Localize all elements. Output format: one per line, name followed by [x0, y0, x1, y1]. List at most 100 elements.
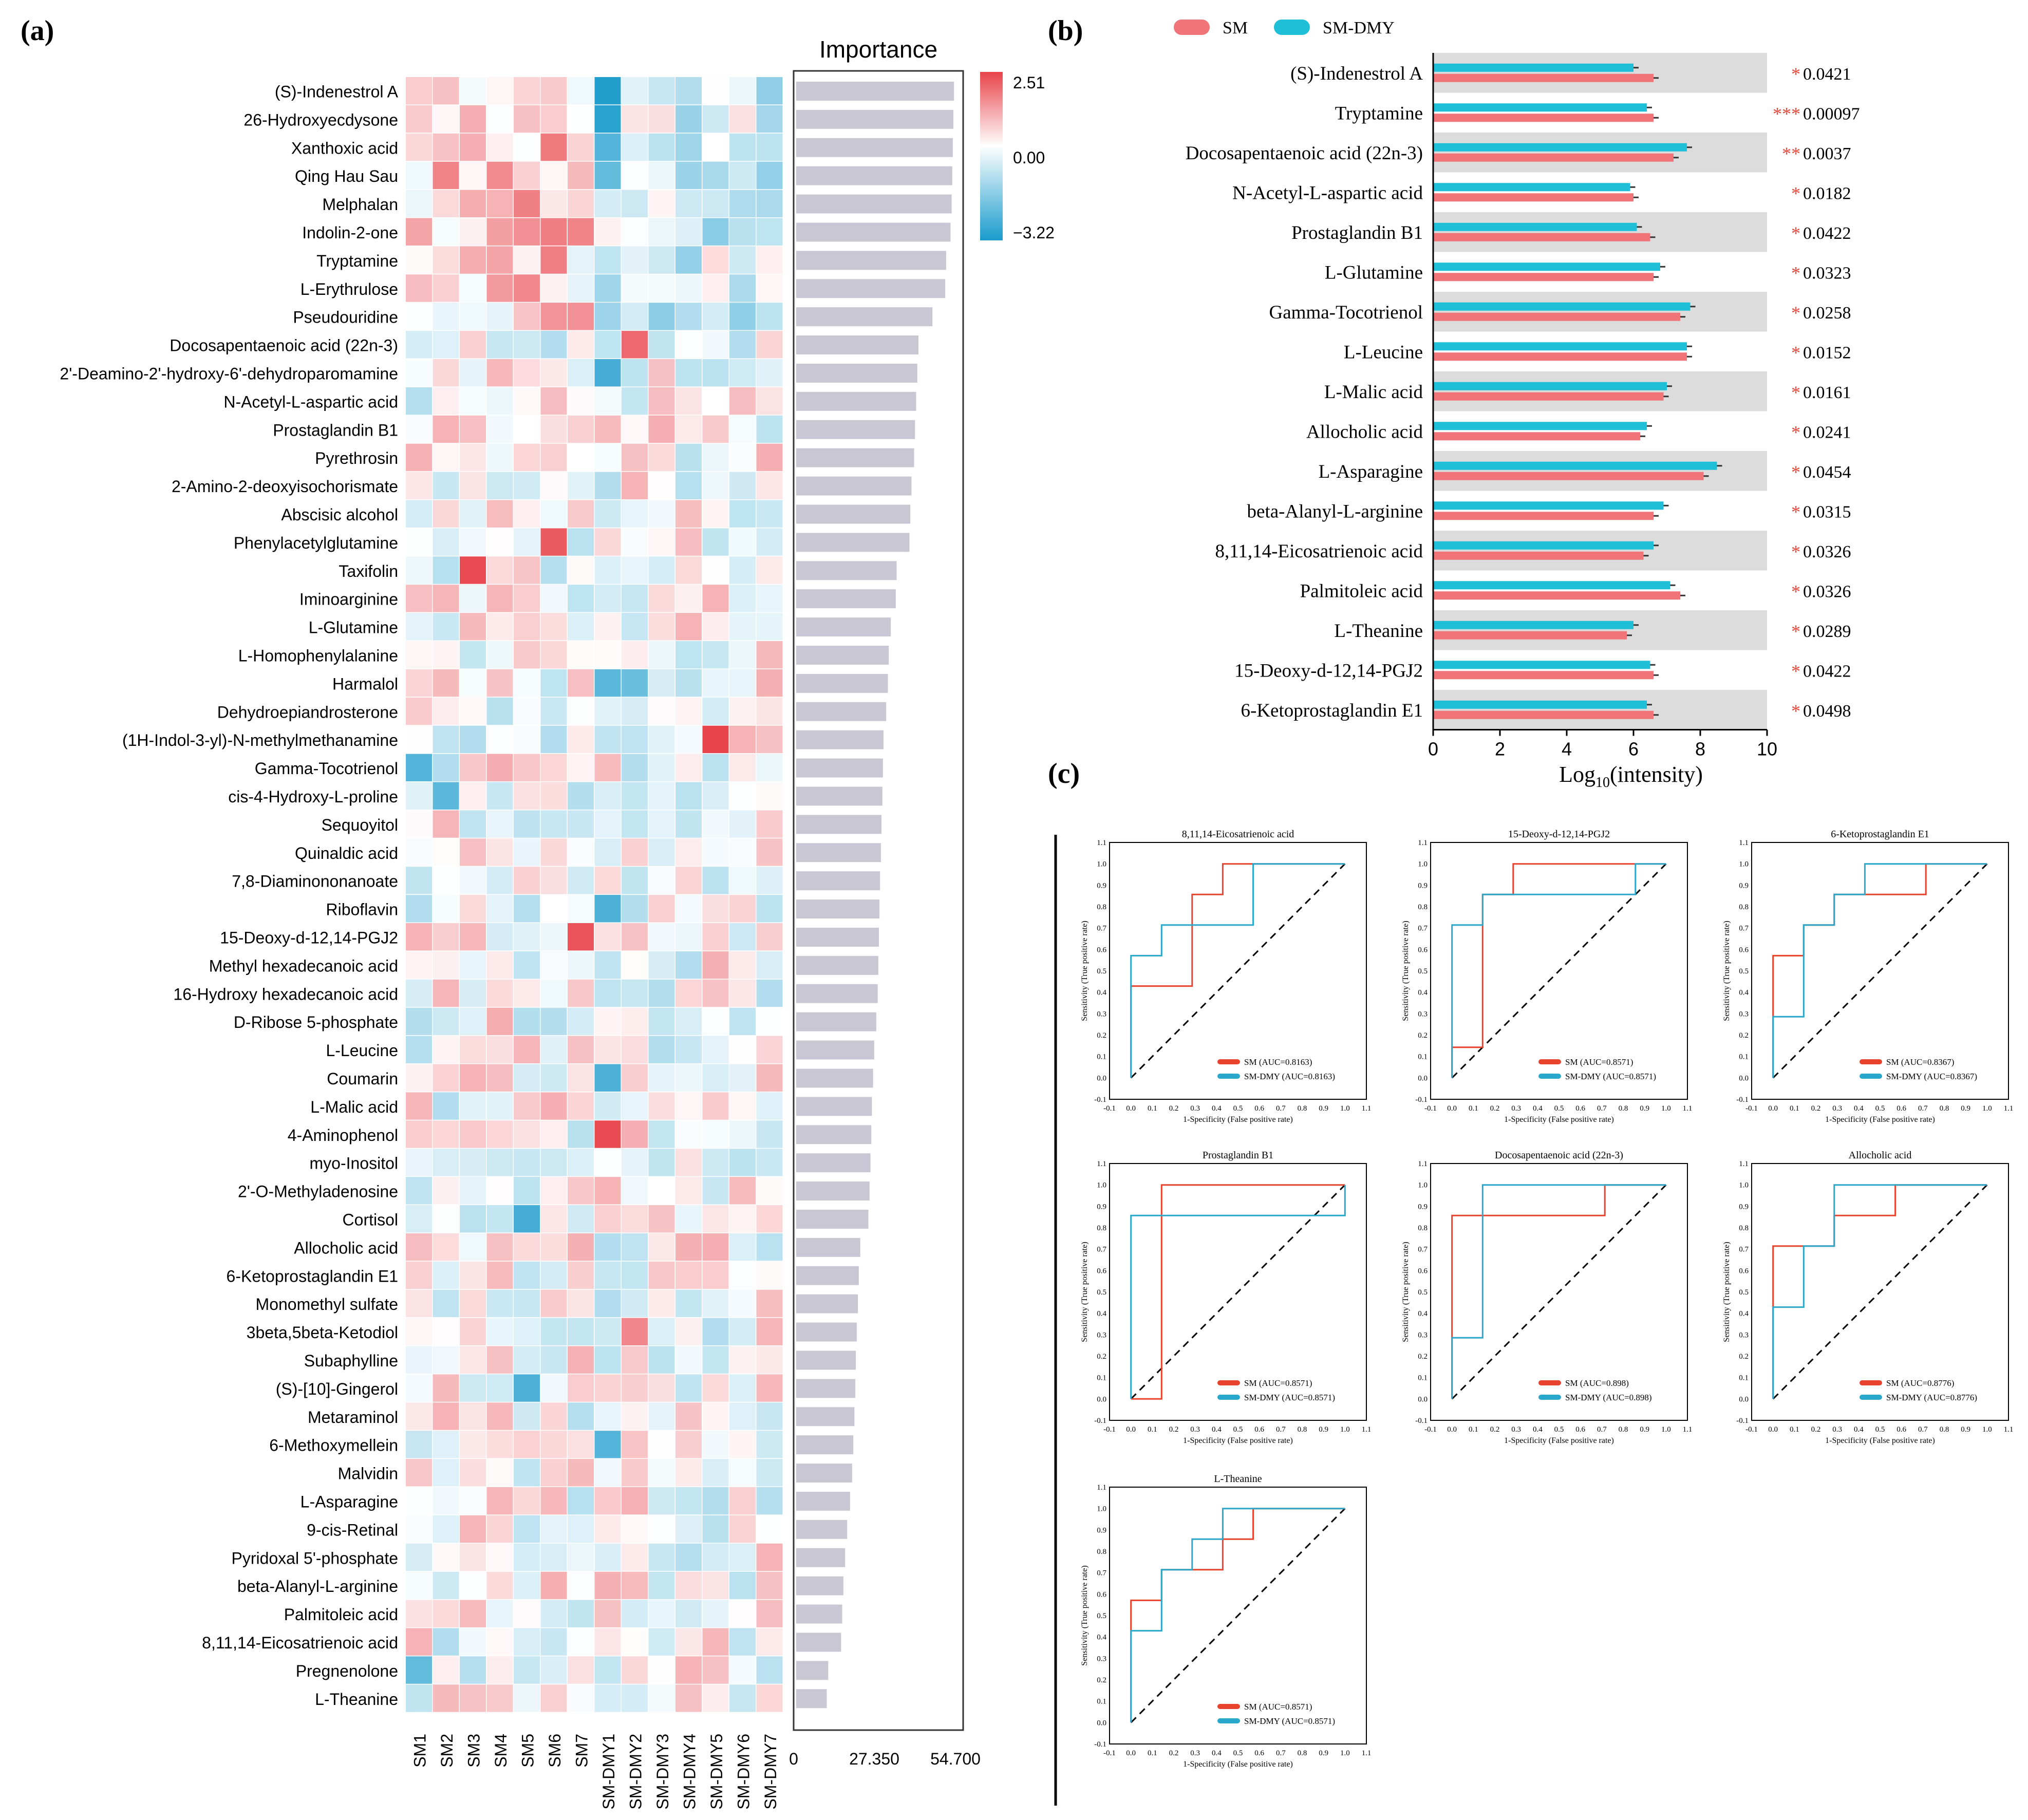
roc-y-tick-label: 0.1 — [1739, 1374, 1749, 1382]
importance-bar — [796, 194, 952, 214]
roc-panel: 6-Ketoprostaglandin E1 -0.1-0.1 0.0 0.0 0.1 0… — [1722, 829, 2013, 1124]
roc-frame — [1751, 1163, 2009, 1421]
roc-y-label: Sensitivity (True positive rate) — [1722, 921, 1731, 1021]
roc-y-tick-label: -0.1 — [1415, 1096, 1428, 1104]
heatmap-cell — [594, 472, 621, 499]
heatmap-cell — [406, 1092, 432, 1120]
heatmap-cell — [756, 1064, 783, 1092]
heatmap-cell — [756, 443, 783, 472]
roc-y-tick-label: 0.5 — [1097, 1612, 1106, 1620]
importance-bar — [796, 1407, 855, 1427]
roc-curve-sm-dmy — [1130, 1185, 1346, 1399]
heatmap-cell — [514, 1543, 540, 1571]
legend-label-sm-dmy: SM-DMY — [1323, 18, 1395, 37]
heatmap-cell — [594, 1600, 621, 1627]
heatmap-cell — [675, 1205, 702, 1233]
heatmap-cell — [568, 1431, 594, 1458]
roc-legend-sm-dmy: SM-DMY (AUC=0.8571) — [1244, 1393, 1335, 1402]
heatmap-cell — [460, 500, 486, 528]
heatmap-cell — [486, 1515, 513, 1543]
roc-frame — [1430, 1163, 1688, 1421]
roc-x-tick-label: 0.1 — [1148, 1749, 1157, 1757]
heatmap-cell — [486, 838, 513, 866]
heatmap-cell — [568, 1374, 594, 1402]
importance-bar — [796, 1040, 874, 1060]
heatmap-cell — [729, 979, 756, 1007]
heatmap-cell — [433, 1628, 459, 1656]
heatmap-cell — [594, 1402, 621, 1430]
heatmap-cell — [729, 161, 756, 190]
importance-bar — [796, 1153, 871, 1173]
heatmap-cell — [540, 1064, 567, 1092]
heatmap-cell — [675, 528, 702, 556]
heatmap-row-label: 6-Methoxymellein — [269, 1436, 398, 1455]
heatmap-cell — [406, 556, 432, 584]
heatmap-cell — [622, 218, 648, 246]
heatmap-cell — [729, 1402, 756, 1430]
significance-marker: * — [1791, 422, 1800, 442]
heatmap-cell — [406, 161, 432, 190]
roc-legend-swatch-sm-dmy — [1217, 1395, 1240, 1400]
heatmap-cell — [756, 641, 783, 669]
heatmap-cell — [648, 387, 675, 415]
roc-x-tick-label: 0.6 — [1896, 1104, 1906, 1113]
heatmap-cell — [756, 415, 783, 443]
heatmap-cell — [540, 161, 567, 190]
heatmap-cell — [594, 161, 621, 190]
heatmap-cell — [406, 443, 432, 472]
roc-legend-sm-dmy: SM-DMY (AUC=0.8776) — [1886, 1393, 1977, 1402]
heatmap-cell — [648, 274, 675, 302]
bar-category-label: L-Glutamine — [1325, 262, 1423, 283]
heatmap-cell — [460, 1543, 486, 1571]
p-value-label: 0.00097 — [1803, 104, 1860, 123]
bar-sm — [1433, 671, 1654, 680]
heatmap-cell — [594, 1487, 621, 1515]
heatmap-row-label: Coumarin — [327, 1070, 398, 1088]
heatmap-cell — [540, 951, 567, 979]
importance-bar — [796, 138, 953, 157]
heatmap-cell — [594, 1205, 621, 1233]
roc-x-tick-label: 0.7 — [1276, 1104, 1286, 1113]
heatmap-cell — [460, 1571, 486, 1600]
heatmap-cell — [486, 810, 513, 838]
heatmap-cell — [514, 810, 540, 838]
importance-bar — [796, 1604, 842, 1624]
roc-legend-sm: SM (AUC=0.8367) — [1886, 1057, 1954, 1067]
heatmap-cell — [406, 387, 432, 415]
heatmap-cell — [594, 1261, 621, 1289]
heatmap-row-label: 16-Hydroxy hexadecanoic acid — [173, 985, 398, 1003]
heatmap-cell — [486, 1205, 513, 1233]
bar-band — [1433, 53, 1767, 93]
roc-title: 15-Deoxy-d-12,14-PGJ2 — [1508, 829, 1610, 840]
heatmap-cell — [486, 1459, 513, 1487]
heatmap-cell — [702, 1628, 729, 1656]
heatmap-cell — [648, 782, 675, 810]
heatmap-cell — [729, 1600, 756, 1627]
importance-bar — [796, 1576, 843, 1596]
heatmap-cell — [594, 1120, 621, 1148]
heatmap-cell — [594, 500, 621, 528]
heatmap-cell — [622, 951, 648, 979]
heatmap-cell — [622, 331, 648, 359]
panel-label-a: (a) — [21, 15, 54, 47]
heatmap-cell — [675, 585, 702, 612]
heatmap-cell — [514, 133, 540, 161]
heatmap-cell — [486, 387, 513, 415]
heatmap-cell — [433, 1177, 459, 1205]
bar-sm-dmy — [1433, 342, 1687, 351]
heatmap-cell — [622, 585, 648, 612]
roc-x-tick-label: 0.7 — [1276, 1425, 1286, 1434]
heatmap-cell — [540, 1261, 567, 1289]
heatmap-cell — [514, 1149, 540, 1176]
heatmap-cell — [756, 387, 783, 415]
heatmap-cell — [702, 218, 729, 246]
roc-legend-sm-dmy: SM-DMY (AUC=0.8367) — [1886, 1072, 1977, 1081]
importance-bar — [796, 730, 884, 749]
heatmap-cell — [568, 1628, 594, 1656]
heatmap-cell — [648, 415, 675, 443]
heatmap-cell — [460, 1402, 486, 1430]
roc-panel: Docosapentaenoic acid (22n-3) -0.1-0.1 0.0… — [1401, 1150, 1692, 1445]
heatmap-cell — [702, 274, 729, 302]
heatmap-cell — [433, 895, 459, 923]
heatmap-cell — [433, 1289, 459, 1318]
